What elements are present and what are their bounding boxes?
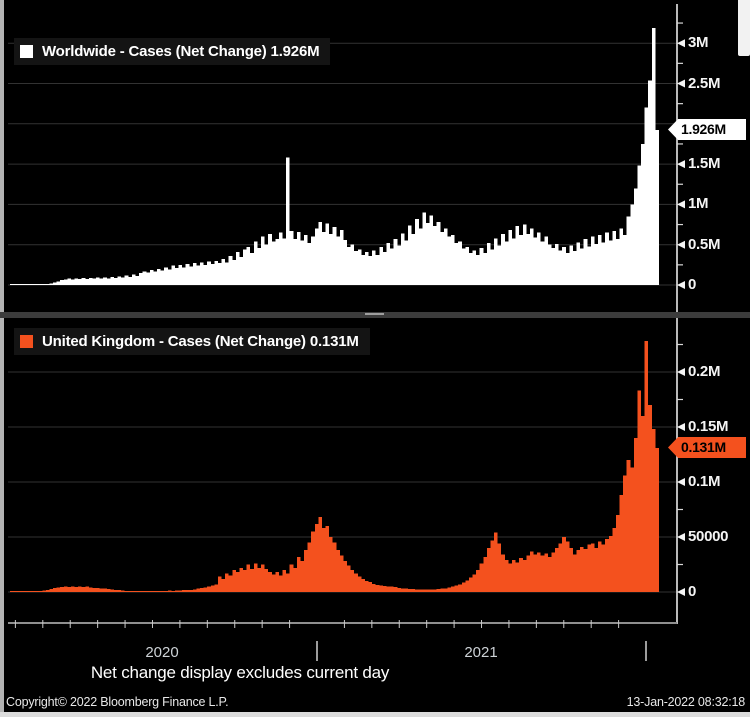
- uk-legend[interactable]: United Kingdom - Cases (Net Change) 0.13…: [14, 328, 370, 355]
- y-tick-label: 0: [688, 583, 697, 600]
- y-tick-label: 0.15M: [688, 418, 729, 435]
- window-left-edge: [0, 0, 4, 717]
- y-tick-arrow-icon: [677, 79, 685, 88]
- uk-series-swatch-icon: [20, 335, 33, 348]
- y-tick-label: 3M: [688, 34, 709, 52]
- y-tick-arrow-icon: [677, 39, 685, 48]
- y-tick-label: 1M: [688, 195, 709, 213]
- x-axis-year-label-2021: 2021: [464, 644, 498, 661]
- worldwide-legend[interactable]: Worldwide - Cases (Net Change) 1.926M: [14, 38, 331, 65]
- worldwide-legend-label: Worldwide - Cases (Net Change) 1.926M: [42, 43, 320, 60]
- y-tick-label: 0.5M: [688, 235, 721, 253]
- y-tick-label: 0: [688, 276, 697, 293]
- panel-splitter-handle[interactable]: [365, 313, 384, 315]
- y-tick-arrow-icon: [677, 478, 685, 486]
- y-tick-arrow-icon: [677, 368, 685, 376]
- y-tick-arrow-icon: [677, 281, 685, 289]
- uk-legend-label: United Kingdom - Cases (Net Change) 0.13…: [42, 333, 359, 350]
- y-tick-arrow-icon: [677, 240, 685, 249]
- timestamp-text: 13-Jan-2022 08:32:18: [626, 695, 746, 709]
- y-tick-label: 50000: [688, 528, 729, 545]
- y-tick-arrow-icon: [677, 588, 685, 596]
- x-axis-year-label-2020: 2020: [145, 644, 179, 661]
- united-kingdom-bars: [10, 341, 659, 592]
- copyright-text: Copyright© 2022 Bloomberg Finance L.P.: [6, 695, 229, 709]
- y-tick-arrow-icon: [677, 423, 685, 431]
- y-tick-arrow-icon: [677, 533, 685, 541]
- chart-caption: Net change display excludes current day: [90, 663, 390, 682]
- y-tick-arrow-icon: [677, 160, 685, 169]
- y-tick-label: 0.1M: [688, 473, 721, 490]
- uk-last-value-tag: 0.131M: [668, 437, 746, 458]
- y-tick-label: 0.2M: [688, 363, 721, 380]
- scrollbar-thumb[interactable]: [738, 0, 750, 56]
- y-tick-arrow-icon: [677, 200, 685, 209]
- worldwide-last-value-tag: 1.926M: [668, 119, 746, 140]
- y-tick-label: 2.5M: [688, 74, 721, 92]
- window-bottom-edge: [0, 712, 750, 717]
- y-tick-label: 1.5M: [688, 155, 721, 173]
- worldwide-series-swatch-icon: [20, 45, 33, 58]
- panel-splitter[interactable]: [0, 312, 750, 318]
- worldwide-bars: [10, 27, 659, 285]
